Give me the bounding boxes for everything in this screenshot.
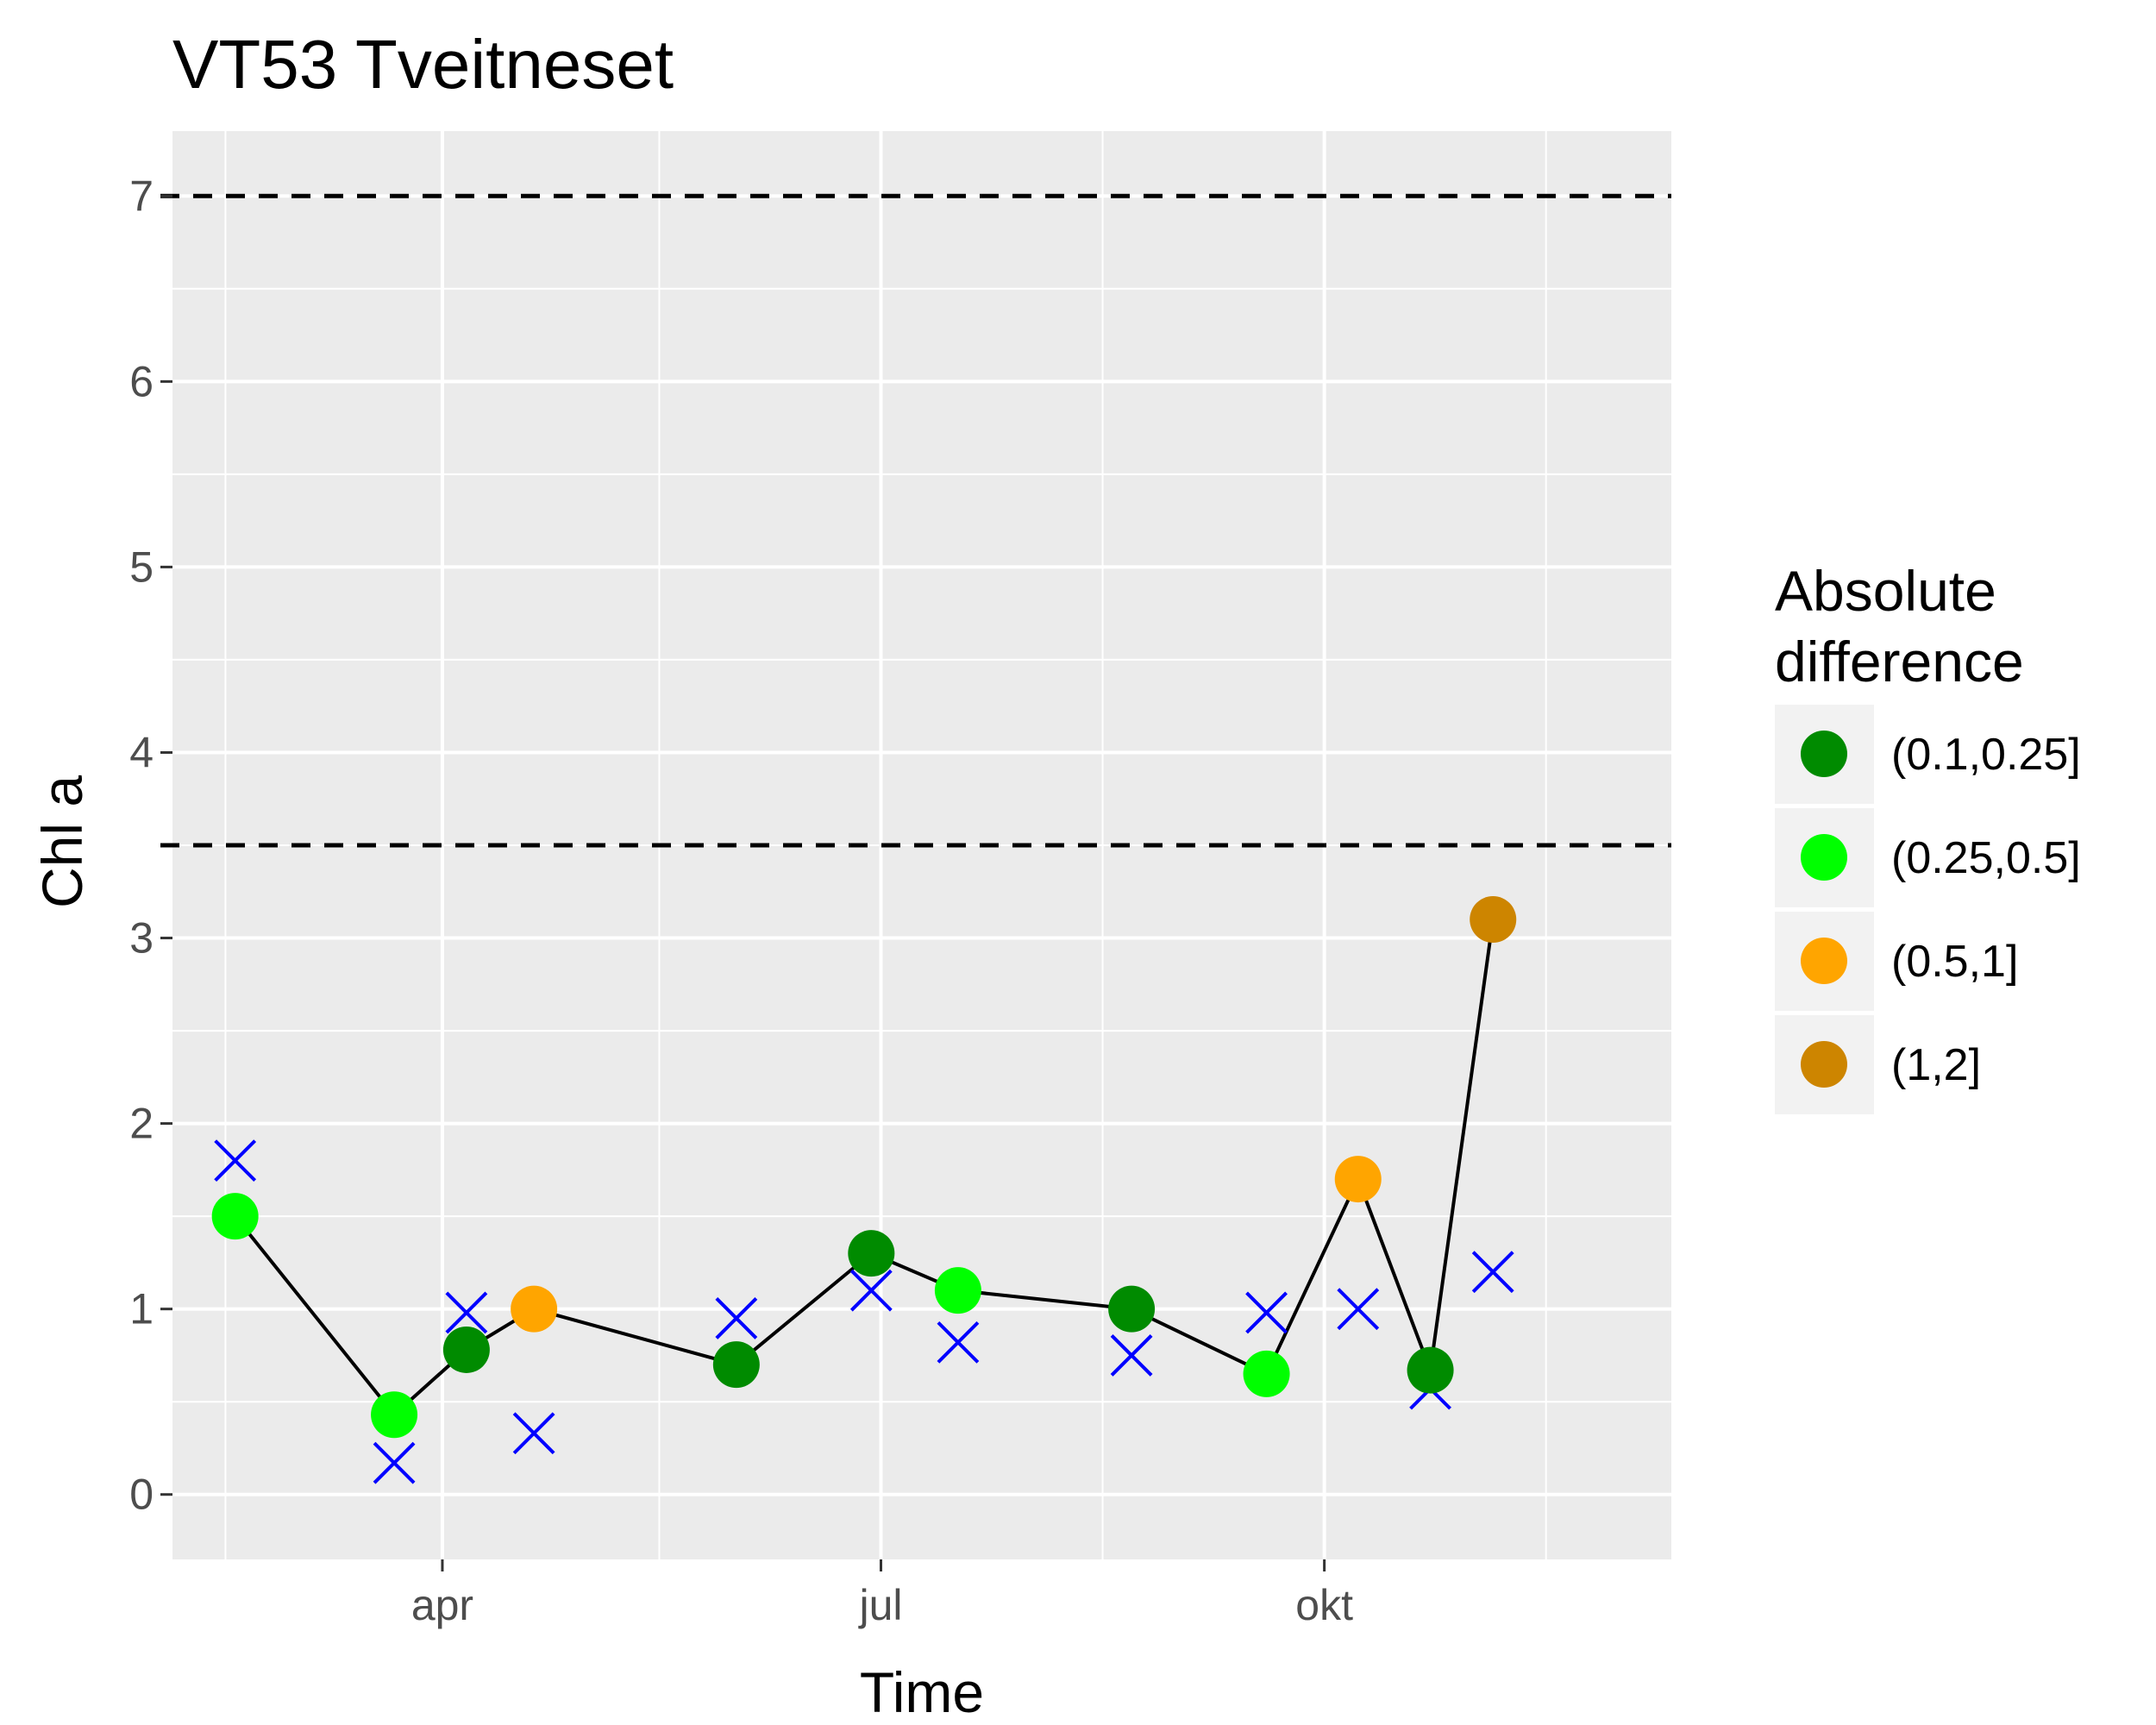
- x-marker-point: [1337, 1288, 1380, 1331]
- legend-label: (1,2]: [1891, 1040, 1981, 1090]
- data-point: [1470, 896, 1517, 944]
- x-marker-point: [937, 1320, 980, 1364]
- y-tick-label: 3: [129, 914, 154, 963]
- x-marker-point: [1110, 1334, 1153, 1377]
- legend-key-swatch: [1801, 731, 1847, 777]
- x-marker-point: [373, 1441, 416, 1484]
- data-point: [712, 1341, 760, 1389]
- y-axis: 0 1 2 3 4 5 6 7: [129, 172, 172, 1519]
- legend-title-line-2: difference: [1775, 630, 2024, 693]
- data-point: [442, 1326, 490, 1373]
- legend-label: (0.25,0.5]: [1891, 833, 2081, 883]
- legend-label: (0.1,0.25]: [1891, 730, 2081, 780]
- x-marker-point: [214, 1139, 257, 1182]
- data-point: [371, 1391, 418, 1439]
- data-point: [1243, 1350, 1290, 1397]
- data-point: [848, 1230, 895, 1277]
- x-marker-point: [715, 1297, 758, 1339]
- legend-key-swatch: [1801, 1041, 1847, 1088]
- plot-panel: [160, 131, 1671, 1559]
- y-tick-label: 1: [129, 1285, 154, 1333]
- chart-title: VT53 Tveitneset: [172, 26, 674, 103]
- x-axis-title: Time: [860, 1660, 984, 1724]
- legend-key-swatch: [1801, 938, 1847, 984]
- x-marker-point: [1471, 1251, 1514, 1294]
- y-axis-title: Chl a: [30, 775, 94, 908]
- data-point: [1334, 1156, 1382, 1203]
- x-marker-point: [1245, 1291, 1288, 1334]
- y-tick-label: 0: [129, 1471, 154, 1519]
- x-marker-point: [849, 1269, 893, 1312]
- x-tick-label: apr: [411, 1581, 473, 1629]
- legend: Absolute difference (0.1,0.25] (0.25,0.5]…: [1775, 559, 2081, 1114]
- x-marker-point: [445, 1291, 488, 1334]
- data-point: [934, 1267, 981, 1314]
- legend-label: (0.5,1]: [1891, 937, 2018, 987]
- y-tick-label: 6: [129, 357, 154, 405]
- y-tick-label: 2: [129, 1100, 154, 1148]
- x-tick-label: okt: [1295, 1581, 1353, 1629]
- legend-key-swatch: [1801, 834, 1847, 881]
- data-point: [511, 1285, 558, 1333]
- x-tick-label: jul: [857, 1581, 902, 1629]
- y-tick-label: 5: [129, 543, 154, 591]
- data-point: [1407, 1346, 1454, 1394]
- y-tick-label: 7: [129, 172, 154, 220]
- data-point: [211, 1193, 259, 1240]
- data-point: [1108, 1285, 1156, 1333]
- x-marker-point: [512, 1412, 555, 1455]
- legend-title-line-1: Absolute: [1775, 559, 1996, 623]
- y-tick-label: 4: [129, 728, 154, 776]
- x-axis: apr jul okt: [411, 1559, 1353, 1629]
